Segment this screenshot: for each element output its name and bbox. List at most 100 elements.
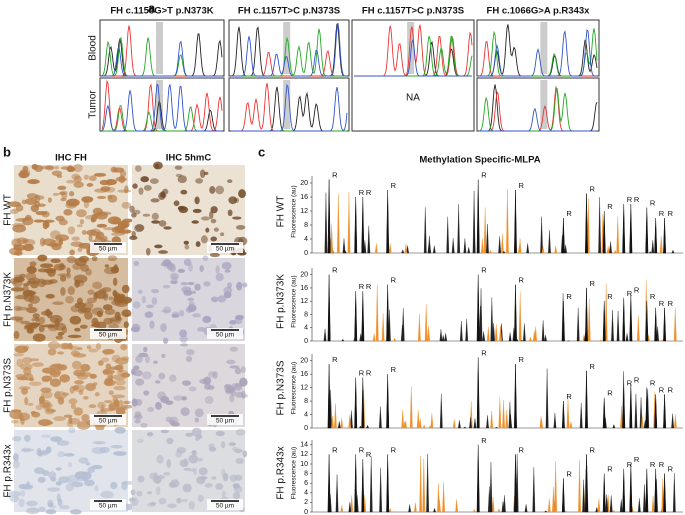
cell [84,311,93,320]
cell [171,276,178,285]
peak [401,249,405,254]
y-tick-label: 20 [300,180,308,187]
cell [181,396,187,401]
cell [208,211,214,220]
cell [110,444,123,449]
cell [241,390,246,399]
cell [194,283,201,291]
cell [154,380,161,384]
cell [35,316,40,322]
cell [166,459,171,468]
cell [112,290,118,297]
cell [57,331,64,336]
cell [147,491,153,495]
cell [170,272,179,280]
peak [609,241,612,254]
peak [564,510,568,513]
cell [37,254,48,262]
peak [427,325,430,342]
cell [162,284,171,289]
cell [60,197,67,202]
cell [53,416,66,422]
cell [136,490,143,497]
cell [50,476,57,482]
cell [74,257,87,267]
peak [508,332,512,342]
cell [23,243,34,252]
trace [231,83,348,132]
peak [509,414,513,429]
cell [114,364,123,371]
peak [490,410,494,429]
cell [161,309,171,313]
cell [121,481,128,491]
cell [59,374,71,383]
peak [616,216,620,254]
reference-peak [327,364,331,429]
cell [199,265,204,273]
cell [46,243,59,247]
cell [88,348,99,353]
cell [225,385,236,393]
peak [625,333,629,342]
peak-label: R [481,436,487,445]
peak [359,333,363,342]
cell [27,179,40,185]
peak [637,498,641,513]
cell [215,273,224,282]
cell [33,219,45,223]
reference-peak [327,274,331,342]
row-label: Tumor [88,90,99,119]
cell [215,483,224,490]
cell [180,281,189,286]
cell [47,348,57,356]
peak [595,507,599,513]
cell [179,329,188,338]
cell [235,458,245,464]
cell [16,306,29,311]
cell [135,165,142,172]
cell [37,203,46,207]
cell [74,380,84,385]
cell [204,483,213,488]
peak-label: R [589,445,595,454]
peak [554,245,558,254]
cell [65,201,77,209]
y-tick-label: 0 [304,250,308,257]
cell [129,497,139,507]
cell [73,175,82,183]
cell [13,330,20,339]
cell [133,414,143,420]
peak [335,474,339,513]
cell [21,387,28,395]
peak-label: R [659,385,665,394]
cell [154,244,163,249]
cell [183,258,192,267]
cell [93,172,107,177]
peak [393,337,397,342]
cell [60,287,66,296]
peak [404,243,408,254]
cell [67,334,82,338]
cell [132,183,138,189]
cell [66,256,77,264]
cell [141,371,152,380]
cell [201,216,210,221]
cell [50,436,62,442]
cell [121,201,132,209]
peak [674,414,677,429]
reference-peak [476,179,480,254]
peak-label: R [607,465,613,474]
peak-label: R [391,365,397,374]
peak [409,386,413,429]
peak [619,419,623,429]
row-label: FH WT [276,196,287,228]
cell [114,357,129,365]
peak [369,456,373,513]
cell [115,176,127,182]
cell [15,218,29,222]
y-tick-label: 0 [304,509,308,515]
peak [330,223,334,254]
highlight [540,80,548,129]
cell [180,407,190,416]
